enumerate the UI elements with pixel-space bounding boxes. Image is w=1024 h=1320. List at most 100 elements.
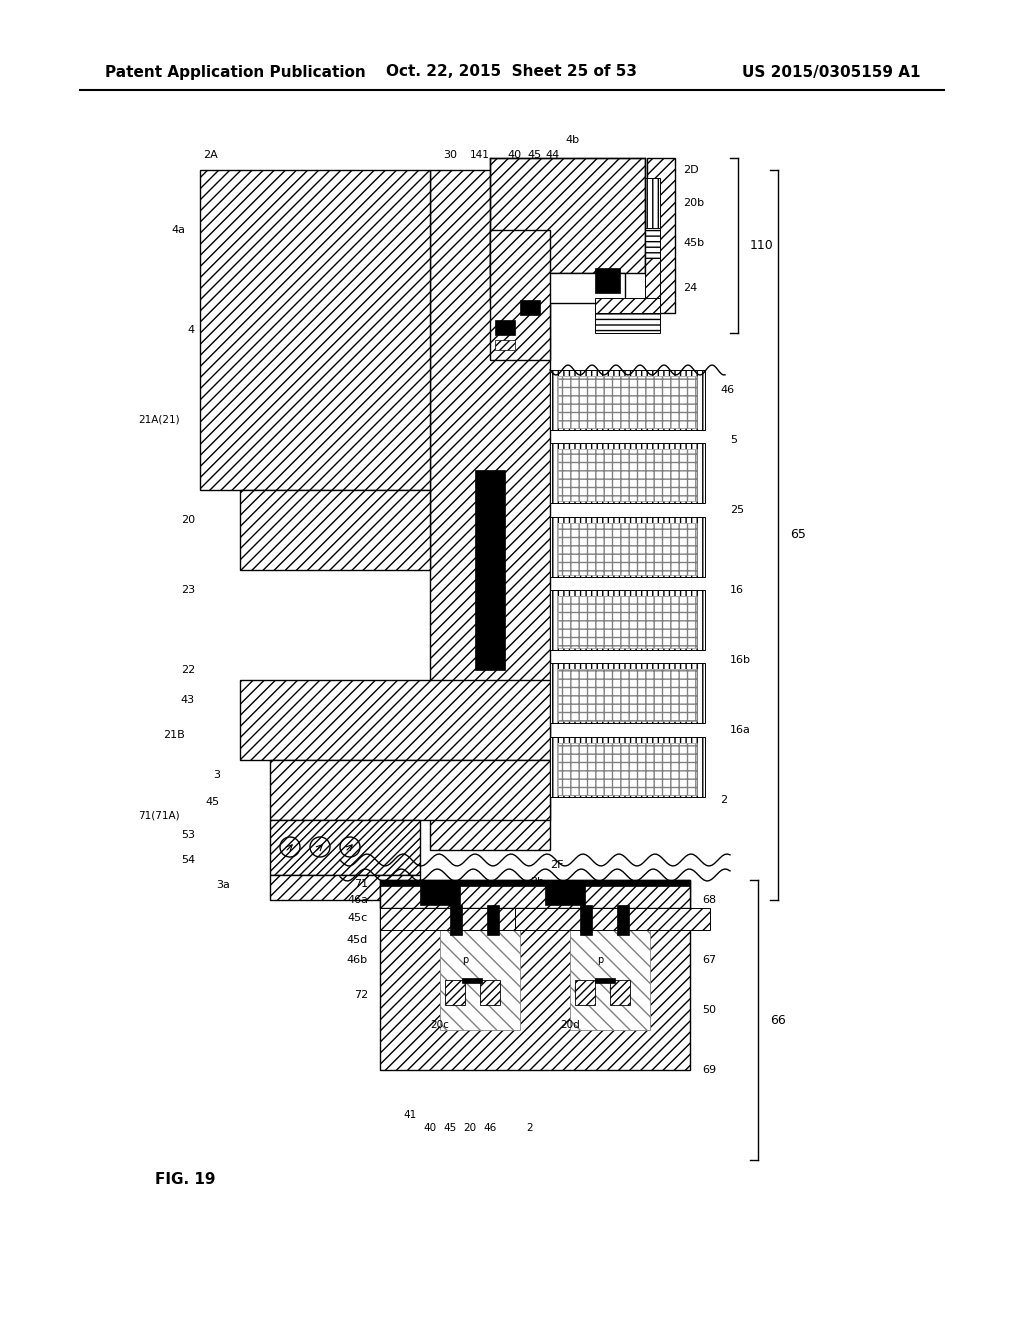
- Bar: [490, 230, 550, 360]
- Text: 46: 46: [483, 1123, 497, 1133]
- Text: 3a: 3a: [216, 880, 230, 890]
- Text: 45: 45: [443, 1123, 457, 1133]
- Text: US 2015/0305159 A1: US 2015/0305159 A1: [741, 65, 920, 79]
- Text: 5: 5: [730, 436, 737, 445]
- Text: Oct. 22, 2015  Sheet 25 of 53: Oct. 22, 2015 Sheet 25 of 53: [386, 65, 638, 79]
- Text: Patent Application Publication: Patent Application Publication: [105, 65, 366, 79]
- Bar: [240, 490, 430, 570]
- Bar: [570, 931, 650, 1030]
- Text: 2: 2: [720, 795, 727, 805]
- Text: 44: 44: [545, 150, 559, 160]
- Text: 46: 46: [720, 385, 734, 395]
- Bar: [558, 669, 697, 722]
- Text: 68: 68: [702, 895, 716, 906]
- Bar: [550, 444, 705, 503]
- Bar: [380, 880, 690, 886]
- Text: 45d: 45d: [347, 935, 368, 945]
- Bar: [270, 820, 420, 875]
- Text: 72: 72: [353, 990, 368, 1001]
- Bar: [550, 664, 705, 723]
- Bar: [270, 875, 420, 900]
- Bar: [487, 906, 499, 935]
- Text: p: p: [462, 954, 468, 965]
- Bar: [558, 669, 697, 722]
- Bar: [558, 743, 697, 795]
- Text: 45b: 45b: [683, 238, 705, 248]
- Bar: [595, 298, 660, 313]
- Text: FIG. 19: FIG. 19: [155, 1172, 215, 1188]
- Bar: [380, 908, 555, 931]
- Bar: [558, 743, 697, 795]
- Text: n+: n+: [572, 985, 587, 995]
- Bar: [490, 273, 625, 304]
- Bar: [550, 737, 705, 797]
- Text: 69: 69: [702, 1065, 716, 1074]
- Bar: [490, 158, 645, 273]
- Bar: [462, 978, 482, 983]
- Text: 71(71A): 71(71A): [138, 810, 180, 820]
- Text: 110: 110: [750, 239, 774, 252]
- Text: 3b: 3b: [530, 876, 544, 887]
- Text: 24: 24: [683, 282, 697, 293]
- Bar: [520, 300, 540, 315]
- Bar: [558, 597, 697, 648]
- Bar: [595, 978, 615, 983]
- Text: 50: 50: [702, 1005, 716, 1015]
- Bar: [550, 516, 705, 577]
- Text: n+: n+: [483, 985, 497, 995]
- Bar: [645, 178, 660, 228]
- Bar: [545, 883, 585, 906]
- Bar: [595, 313, 660, 333]
- Bar: [575, 979, 595, 1005]
- Bar: [475, 470, 505, 671]
- Bar: [558, 523, 697, 574]
- Bar: [550, 370, 705, 430]
- Bar: [558, 376, 697, 428]
- Text: 25: 25: [730, 506, 744, 515]
- Bar: [240, 680, 550, 760]
- Text: 2A: 2A: [203, 150, 217, 160]
- Text: 141: 141: [470, 150, 489, 160]
- Bar: [558, 449, 697, 502]
- Bar: [558, 523, 697, 574]
- Bar: [495, 319, 515, 335]
- Text: 30: 30: [443, 150, 457, 160]
- Text: 66: 66: [770, 1014, 785, 1027]
- Text: 43: 43: [181, 696, 195, 705]
- Text: 20: 20: [181, 515, 195, 525]
- Bar: [440, 931, 520, 1030]
- Text: 16a: 16a: [730, 725, 751, 735]
- Bar: [617, 906, 629, 935]
- Bar: [558, 449, 697, 502]
- Bar: [550, 590, 705, 651]
- Text: 21A(21): 21A(21): [138, 414, 180, 425]
- Text: 20b: 20b: [683, 198, 705, 209]
- Bar: [558, 597, 697, 648]
- Text: 46a: 46a: [347, 895, 368, 906]
- Bar: [200, 170, 430, 490]
- Text: 45: 45: [206, 797, 220, 807]
- Text: 20: 20: [464, 1123, 476, 1133]
- Bar: [595, 268, 620, 293]
- Bar: [495, 341, 515, 350]
- Bar: [445, 979, 465, 1005]
- Text: 16: 16: [730, 585, 744, 595]
- Bar: [645, 257, 660, 313]
- Text: 20c: 20c: [430, 1020, 450, 1030]
- Text: 2F: 2F: [550, 861, 563, 870]
- Text: 22: 22: [181, 665, 195, 675]
- Bar: [558, 376, 697, 428]
- Text: 65: 65: [790, 528, 806, 541]
- Text: 2: 2: [526, 1123, 534, 1133]
- Text: 4b: 4b: [565, 135, 579, 145]
- Bar: [480, 979, 500, 1005]
- Text: 20d: 20d: [560, 1020, 580, 1030]
- Text: 23: 23: [181, 585, 195, 595]
- Bar: [270, 760, 550, 820]
- Text: 40: 40: [508, 150, 522, 160]
- Bar: [440, 931, 520, 1030]
- Text: 4a: 4a: [171, 224, 185, 235]
- Text: 54: 54: [181, 855, 195, 865]
- Bar: [610, 979, 630, 1005]
- Bar: [450, 906, 462, 935]
